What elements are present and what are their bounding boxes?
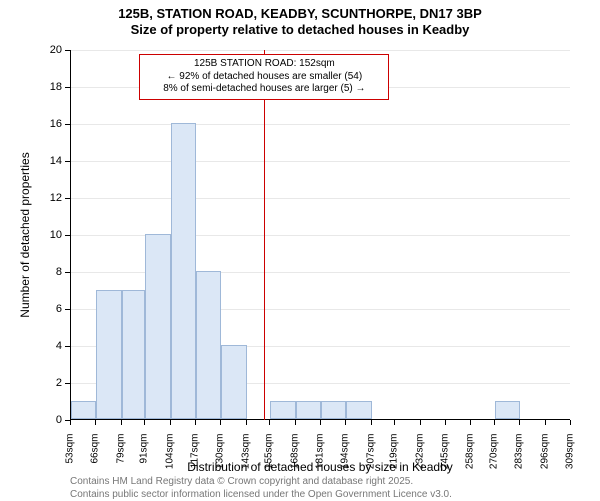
y-tick-label: 20 [32, 44, 62, 56]
title-block: 125B, STATION ROAD, KEADBY, SCUNTHORPE, … [0, 6, 600, 39]
x-tick-mark [220, 420, 221, 425]
gridline [71, 161, 570, 162]
y-tick-label: 0 [32, 414, 62, 426]
x-tick-mark [371, 420, 372, 425]
x-tick-mark [420, 420, 421, 425]
title-line-2: Size of property relative to detached ho… [0, 22, 600, 38]
x-tick-mark [345, 420, 346, 425]
histogram-bar [71, 401, 96, 420]
histogram-bar [270, 401, 295, 420]
histogram-bar [346, 401, 371, 420]
x-tick-mark [95, 420, 96, 425]
y-tick-label: 2 [32, 377, 62, 389]
histogram-bar [495, 401, 520, 420]
gridline [71, 124, 570, 125]
y-tick-label: 14 [32, 155, 62, 167]
x-tick-mark [295, 420, 296, 425]
x-tick-mark [195, 420, 196, 425]
y-tick-label: 18 [32, 81, 62, 93]
footer-line-1: Contains HM Land Registry data © Crown c… [70, 476, 413, 487]
y-tick-label: 6 [32, 303, 62, 315]
callout-text-line: 8% of semi-detached houses are larger (5… [146, 83, 382, 96]
x-tick-mark [121, 420, 122, 425]
histogram-bar [145, 234, 170, 419]
x-tick-mark [394, 420, 395, 425]
callout-text-line: 125B STATION ROAD: 152sqm [146, 58, 382, 71]
x-tick-mark [519, 420, 520, 425]
title-line-1: 125B, STATION ROAD, KEADBY, SCUNTHORPE, … [0, 6, 600, 22]
x-tick-mark [570, 420, 571, 425]
histogram-bar [122, 290, 145, 420]
histogram-bar [96, 290, 121, 420]
x-tick-mark [470, 420, 471, 425]
y-tick-label: 4 [32, 340, 62, 352]
histogram-bar [196, 271, 221, 419]
y-tick-label: 8 [32, 266, 62, 278]
histogram-bar [171, 123, 196, 419]
callout-text-line: ← 92% of detached houses are smaller (54… [146, 71, 382, 84]
x-tick-mark [144, 420, 145, 425]
x-axis-title: Distribution of detached houses by size … [70, 460, 570, 474]
callout-line [264, 50, 265, 420]
y-tick-label: 16 [32, 118, 62, 130]
chart-container: 125B, STATION ROAD, KEADBY, SCUNTHORPE, … [0, 0, 600, 500]
x-tick-mark [494, 420, 495, 425]
y-axis-title: Number of detached properties [18, 135, 32, 335]
x-tick-mark [70, 420, 71, 425]
footer: Contains HM Land Registry data © Crown c… [70, 476, 452, 501]
histogram-bar [221, 345, 246, 419]
x-tick-mark [320, 420, 321, 425]
histogram-bar [296, 401, 321, 420]
histogram-bar [321, 401, 346, 420]
x-tick-mark [545, 420, 546, 425]
y-tick-label: 12 [32, 192, 62, 204]
gridline [71, 198, 570, 199]
footer-line-2: Contains public sector information licen… [70, 489, 452, 500]
x-tick-mark [246, 420, 247, 425]
x-tick-mark [269, 420, 270, 425]
y-tick-label: 10 [32, 229, 62, 241]
plot-area: 125B STATION ROAD: 152sqm← 92% of detach… [70, 50, 570, 420]
x-tick-mark [170, 420, 171, 425]
callout-box: 125B STATION ROAD: 152sqm← 92% of detach… [139, 54, 389, 100]
x-tick-mark [445, 420, 446, 425]
gridline [71, 50, 570, 51]
